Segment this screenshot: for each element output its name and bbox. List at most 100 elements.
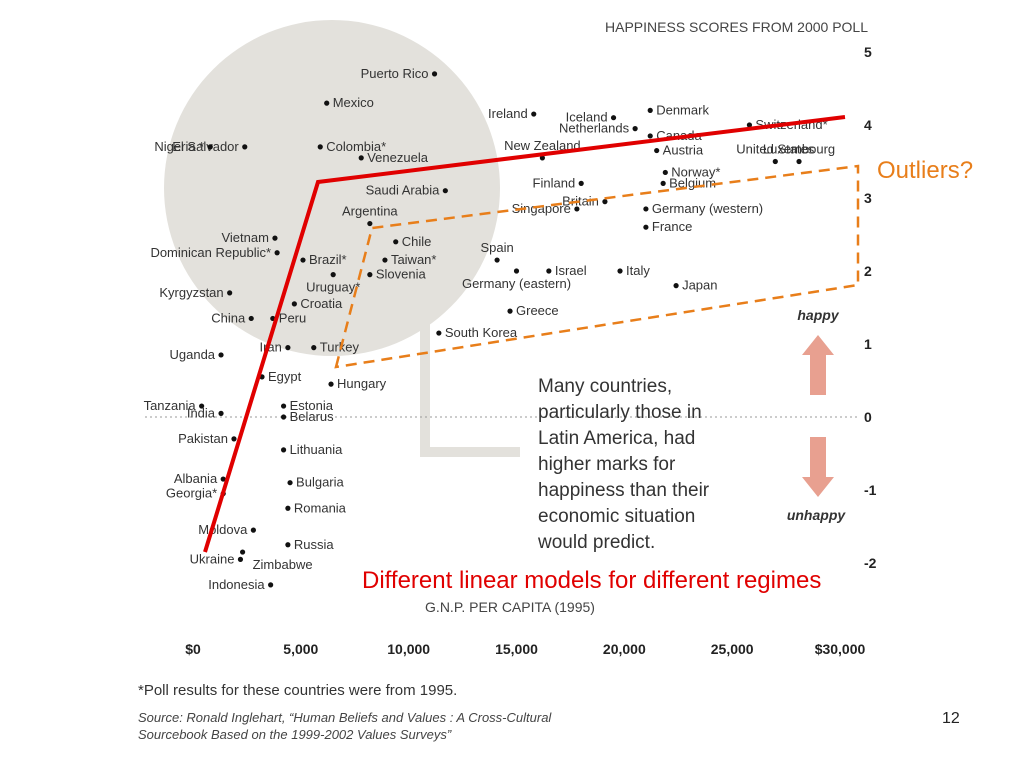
point-label: Bulgaria (296, 475, 344, 490)
data-point (654, 147, 660, 154)
data-point (578, 180, 584, 186)
latin-america-highlight-circle (164, 20, 500, 356)
latin-america-annotation: Many countries, particularly those in Lati… (537, 376, 710, 553)
unhappy-label: unhappy (787, 507, 847, 523)
data-point (647, 107, 653, 113)
x-tick-labels: $0 5,000 10,000 15,000 20,000 25,000 $30,000 (185, 641, 865, 657)
point-label: Uruguay* (306, 280, 360, 295)
point-label: France (652, 219, 692, 234)
data-point (330, 272, 336, 278)
data-point (539, 155, 545, 161)
data-point (285, 505, 291, 511)
point-label: Dominican Republic* (150, 245, 271, 260)
x-tick-label: 25,000 (711, 641, 754, 657)
data-point (317, 144, 323, 150)
point-label: Russia (294, 537, 335, 552)
point-label: Moldova (198, 522, 248, 537)
x-tick-label: 15,000 (495, 641, 538, 657)
data-point (300, 257, 306, 263)
point-label: Estonia (290, 398, 334, 413)
data-point (367, 272, 373, 278)
data-point (796, 158, 802, 165)
point-label: Chile (402, 234, 432, 249)
happy-label: happy (797, 307, 839, 323)
arrow-up-icon (802, 335, 834, 395)
point-label: Iceland (566, 110, 608, 125)
y-tick-label: 3 (864, 190, 872, 206)
data-point (280, 403, 287, 409)
chart-title: HAPPINESS SCORES FROM 2000 POLL (605, 19, 868, 35)
point-label: Slovenia (376, 267, 427, 282)
data-point (382, 257, 388, 263)
data-point (442, 188, 448, 194)
data-point (220, 476, 226, 482)
point-label: Albania (174, 471, 218, 486)
data-point (436, 330, 442, 336)
point-label: Norway* (671, 164, 720, 179)
annotation-line: Latin America, had (538, 428, 695, 449)
point-label: Britain (562, 194, 599, 209)
point-label: Japan (682, 278, 717, 293)
data-point (218, 352, 224, 358)
data-point (291, 301, 297, 307)
point-label: Belarus (290, 409, 335, 424)
y-tick-label: 5 (864, 44, 872, 60)
data-point (602, 199, 608, 205)
data-point (274, 250, 280, 256)
point-label: Turkey (320, 340, 360, 355)
point-label: Romania (294, 500, 347, 515)
annotation-line: would predict. (537, 532, 655, 553)
regime-fit-lines (203, 115, 846, 553)
annotation-line: economic situation (538, 506, 695, 527)
point-label: Egypt (268, 369, 302, 384)
regimes-caption: Different linear models for different re… (362, 567, 821, 594)
data-point (287, 480, 293, 486)
data-point (546, 268, 552, 274)
point-label: Spain (480, 240, 513, 255)
data-point (507, 308, 513, 314)
data-point (772, 158, 778, 165)
point-label: Ireland (488, 106, 528, 121)
data-point (513, 268, 520, 274)
point-label: United States (736, 142, 815, 157)
data-point (643, 206, 649, 212)
point-label: Zimbabwe (253, 557, 313, 572)
point-label: Pakistan (178, 431, 228, 446)
point-label: Indonesia (208, 577, 265, 592)
data-point (324, 100, 330, 106)
data-point (231, 436, 237, 442)
point-label: Colombia* (326, 139, 386, 154)
data-point (272, 235, 278, 241)
data-point (240, 549, 246, 555)
x-axis-title: G.N.P. PER CAPITA (1995) (425, 599, 595, 615)
point-label: Finland (533, 175, 576, 190)
data-point (237, 556, 244, 562)
point-label: Croatia (300, 296, 343, 311)
y-tick-label: 0 (864, 409, 872, 425)
point-label: Kyrgyzstan (159, 285, 223, 300)
y-tick-label: -2 (864, 555, 877, 571)
point-label: Taiwan* (391, 252, 437, 267)
source-line-2: Sourcebook Based on the 1999-2002 Values… (138, 727, 452, 742)
data-point (431, 71, 438, 77)
data-point (358, 155, 364, 161)
data-point (574, 206, 580, 212)
data-point (218, 410, 224, 416)
point-label: Peru (279, 310, 306, 325)
data-point (280, 447, 287, 453)
data-point (199, 403, 205, 409)
point-label: Hungary (337, 376, 387, 391)
data-point (673, 283, 679, 289)
data-point (328, 381, 334, 387)
point-label: Italy (626, 263, 650, 278)
x-tick-label: $0 (185, 641, 201, 657)
point-label: Ukraine (190, 551, 235, 566)
x-tick-label: 10,000 (387, 641, 430, 657)
page-number: 12 (942, 710, 960, 727)
point-label: El Salvador (172, 139, 239, 154)
point-label: Mexico (333, 95, 374, 110)
point-label: Luxembourg (763, 142, 835, 157)
source-line-1: Source: Ronald Inglehart, “Human Beliefs… (138, 710, 552, 725)
data-point (531, 111, 537, 117)
